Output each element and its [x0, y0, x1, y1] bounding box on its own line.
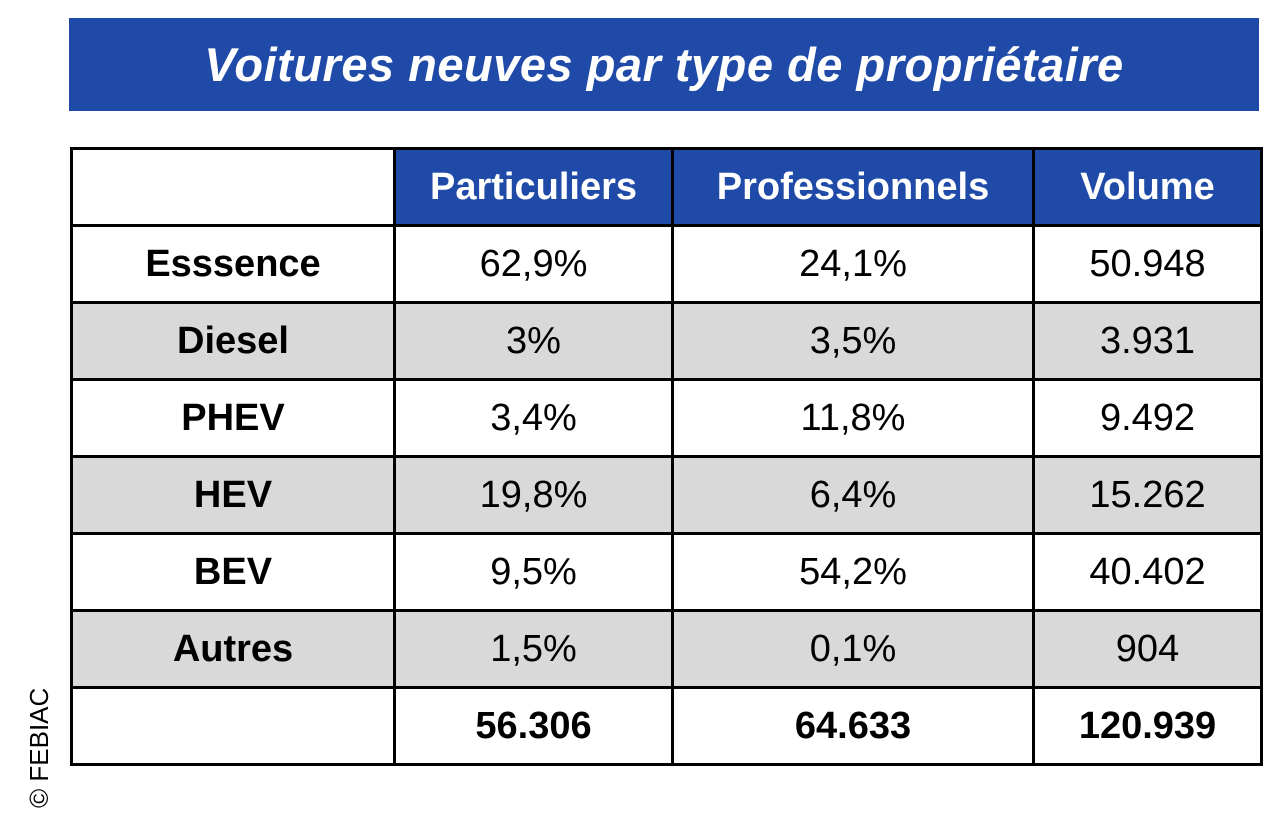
- cell-volume: 9.492: [1032, 378, 1263, 458]
- table-header-row: Particuliers Professionnels Volume: [70, 147, 1263, 227]
- cell-professionnels: 24,1%: [671, 224, 1035, 304]
- table-row: HEV 19,8% 6,4% 15.262: [70, 455, 1263, 535]
- table-row: PHEV 3,4% 11,8% 9.492: [70, 378, 1263, 458]
- cell-particuliers: 9,5%: [393, 532, 674, 612]
- row-label: Autres: [70, 609, 396, 689]
- table-row: Autres 1,5% 0,1% 904: [70, 609, 1263, 689]
- cell-volume: 50.948: [1032, 224, 1263, 304]
- row-label: PHEV: [70, 378, 396, 458]
- total-particuliers: 56.306: [393, 686, 674, 766]
- ownership-table: Particuliers Professionnels Volume Essse…: [70, 147, 1263, 766]
- header-volume: Volume: [1032, 147, 1263, 227]
- cell-professionnels: 11,8%: [671, 378, 1035, 458]
- cell-volume: 15.262: [1032, 455, 1263, 535]
- cell-volume: 40.402: [1032, 532, 1263, 612]
- totals-row: 56.306 64.633 120.939: [70, 686, 1263, 766]
- cell-particuliers: 3,4%: [393, 378, 674, 458]
- header-corner: [70, 147, 396, 227]
- row-label: BEV: [70, 532, 396, 612]
- cell-volume: 904: [1032, 609, 1263, 689]
- total-volume: 120.939: [1032, 686, 1263, 766]
- header-professionnels: Professionnels: [671, 147, 1035, 227]
- row-label: Diesel: [70, 301, 396, 381]
- cell-professionnels: 54,2%: [671, 532, 1035, 612]
- row-label: Esssence: [70, 224, 396, 304]
- cell-particuliers: 1,5%: [393, 609, 674, 689]
- table-row: BEV 9,5% 54,2% 40.402: [70, 532, 1263, 612]
- cell-particuliers: 62,9%: [393, 224, 674, 304]
- totals-label: [70, 686, 396, 766]
- header-particuliers: Particuliers: [393, 147, 674, 227]
- page-title: Voitures neuves par type de propriétaire: [69, 18, 1259, 111]
- cell-professionnels: 6,4%: [671, 455, 1035, 535]
- cell-particuliers: 3%: [393, 301, 674, 381]
- table-row: Esssence 62,9% 24,1% 50.948: [70, 224, 1263, 304]
- row-label: HEV: [70, 455, 396, 535]
- cell-professionnels: 3,5%: [671, 301, 1035, 381]
- cell-volume: 3.931: [1032, 301, 1263, 381]
- cell-particuliers: 19,8%: [393, 455, 674, 535]
- copyright-notice: © FEBIAC: [24, 687, 54, 808]
- cell-professionnels: 0,1%: [671, 609, 1035, 689]
- table-row: Diesel 3% 3,5% 3.931: [70, 301, 1263, 381]
- total-professionnels: 64.633: [671, 686, 1035, 766]
